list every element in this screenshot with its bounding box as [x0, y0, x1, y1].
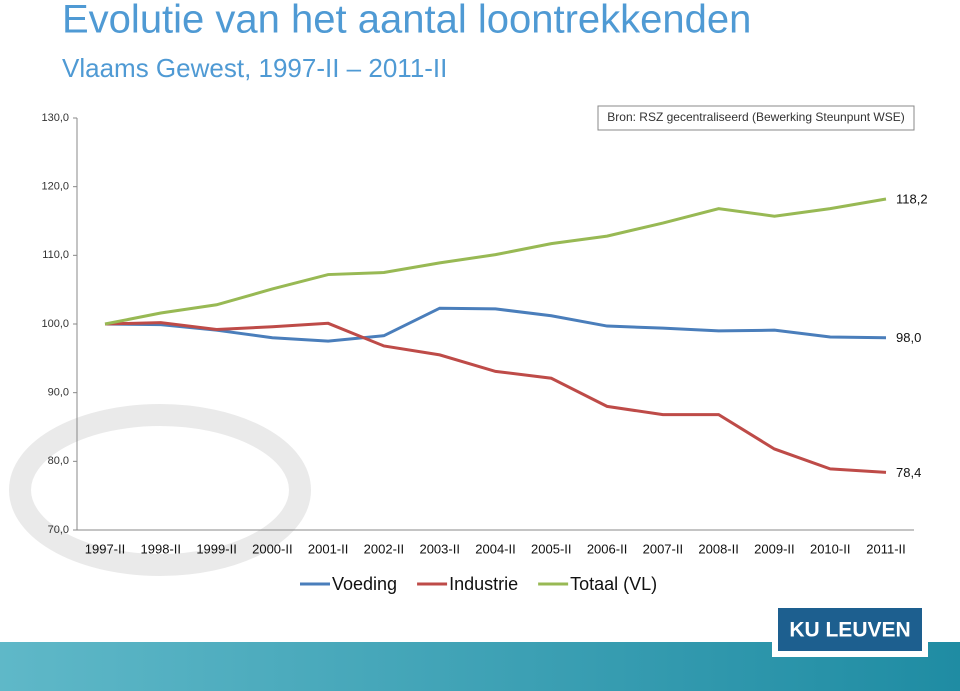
y-tick-label: 130,0 — [41, 112, 69, 124]
source: Bron: RSZ gecentraliseerd (Bewerking Ste… — [607, 110, 904, 124]
x-tick-label: 2011-II — [866, 541, 906, 556]
x-tick-label: 2004-II — [475, 541, 515, 556]
x-tick-label: 2010-II — [810, 541, 850, 556]
line-series — [104, 197, 887, 326]
data-label: 78,4 — [896, 465, 921, 480]
x-tick-label: 1999-II — [196, 541, 236, 556]
x-tick-label: 2007-II — [643, 541, 683, 556]
y-tick-label: 110,0 — [42, 249, 69, 261]
title: Evolutie van het aantal loontrekkenden — [62, 0, 751, 42]
line-series — [104, 306, 887, 343]
x-tick-label: 2005-II — [531, 541, 571, 556]
x-tick-label: 2009-II — [754, 541, 794, 556]
legend-label: Voeding — [332, 574, 397, 594]
y-tick-label: 80,0 — [48, 455, 69, 467]
legend-label: Totaal (VL) — [570, 574, 657, 594]
x-tick-label: 1997-II — [85, 541, 125, 556]
y-tick-label: 70,0 — [48, 524, 69, 536]
logo-bg — [778, 608, 922, 651]
x-tick-label: 2000-II — [252, 541, 292, 556]
x-tick-label: 2002-II — [364, 541, 404, 556]
watermark — [9, 404, 311, 576]
x-tick-label: 2008-II — [698, 541, 738, 556]
y-tick-label: 120,0 — [41, 181, 69, 193]
y-tick-label: 100,0 — [41, 318, 69, 330]
x-tick-label: 2001-II — [308, 541, 348, 556]
logo: KU LEUVEN — [789, 619, 910, 642]
y-tick-label: 90,0 — [48, 387, 69, 399]
subtitle: Vlaams Gewest, 1997-II – 2011-II — [62, 53, 447, 83]
data-label: 98,0 — [896, 330, 921, 345]
source-box — [597, 105, 915, 131]
line-series — [104, 321, 887, 474]
x-tick-label: 2006-II — [587, 541, 627, 556]
x-tick-label: 1998-II — [141, 541, 181, 556]
legend-label: Industrie — [449, 574, 518, 594]
x-tick-label: 2003-II — [419, 541, 459, 556]
data-label: 118,2 — [896, 191, 928, 206]
